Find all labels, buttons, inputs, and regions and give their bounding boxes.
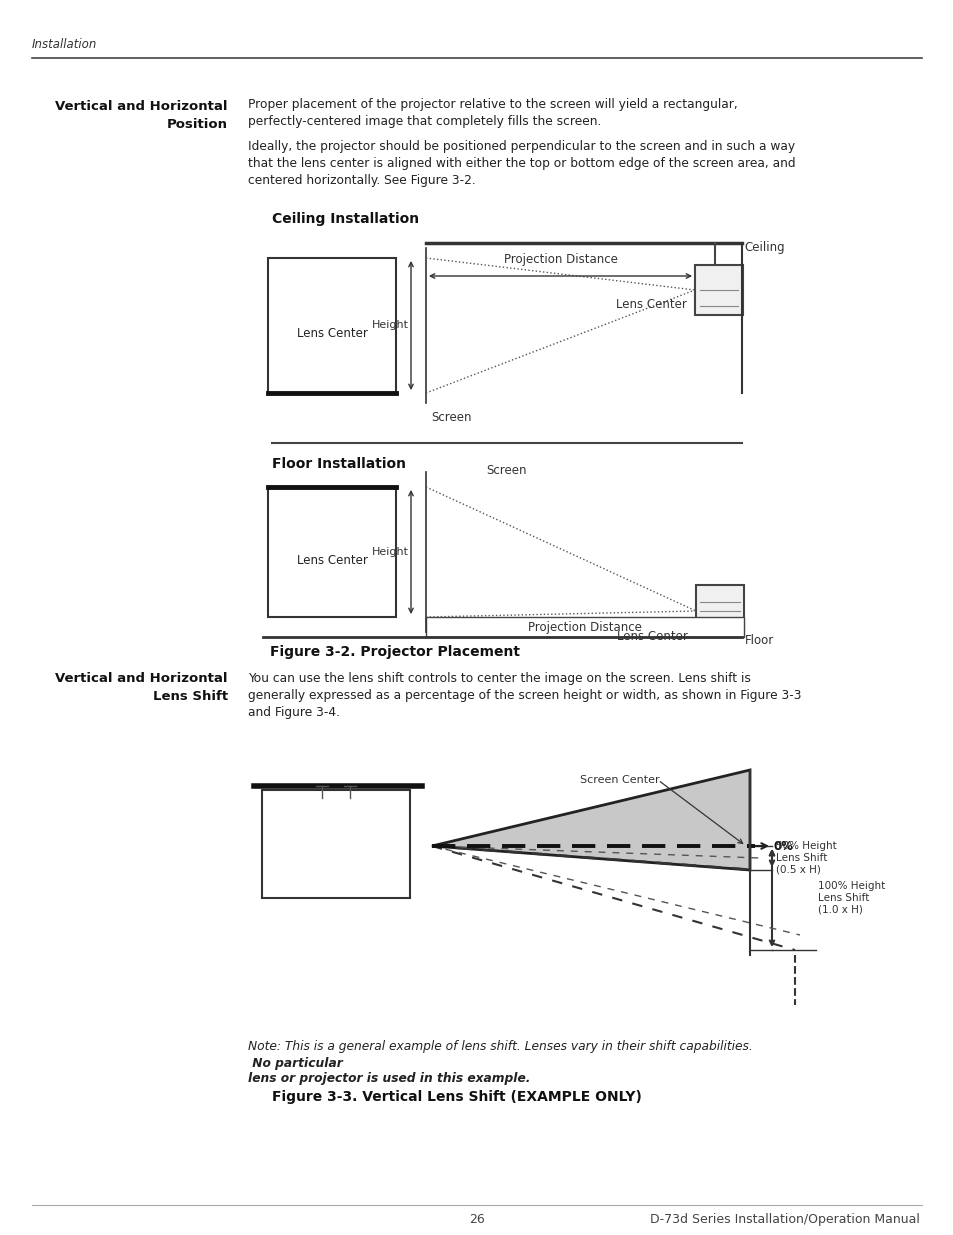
Text: Floor Installation: Floor Installation [272, 457, 406, 471]
Bar [426, 618, 743, 637]
Text: No particular
lens or projector is used in this example.: No particular lens or projector is used … [248, 1057, 530, 1086]
Text: Ceiling Installation: Ceiling Installation [272, 212, 418, 226]
Text: Installation: Installation [32, 38, 97, 51]
Text: Ideally, the projector should be positioned perpendicular to the screen and in s: Ideally, the projector should be positio… [248, 140, 795, 186]
Text: Figure 3-2. Projector Placement: Figure 3-2. Projector Placement [270, 645, 519, 659]
Text: Projection Distance: Projection Distance [528, 620, 641, 634]
Text: Projection Distance: Projection Distance [503, 253, 617, 266]
Bar [696, 585, 743, 637]
Text: Vertical and Horizontal: Vertical and Horizontal [55, 672, 228, 685]
Text: Lens Shift: Lens Shift [152, 690, 228, 703]
Text: Lens Center: Lens Center [616, 299, 686, 311]
Text: Floor: Floor [744, 634, 774, 646]
Text: Height: Height [372, 547, 409, 557]
Text: Lens Center: Lens Center [296, 553, 367, 567]
Text: You can use the lens shift controls to center the image on the screen. Lens shif: You can use the lens shift controls to c… [248, 672, 801, 719]
Bar [268, 258, 395, 393]
Bar [262, 790, 410, 898]
Text: Figure 3-3. Vertical Lens Shift (EXAMPLE ONLY): Figure 3-3. Vertical Lens Shift (EXAMPLE… [272, 1091, 641, 1104]
Text: Screen: Screen [485, 464, 526, 477]
Bar [268, 487, 395, 618]
Text: Note: This is a general example of lens shift. Lenses vary in their shift capabi: Note: This is a general example of lens … [248, 1040, 752, 1053]
Text: 26: 26 [469, 1213, 484, 1226]
Bar [695, 266, 742, 315]
Text: Proper placement of the projector relative to the screen will yield a rectangula: Proper placement of the projector relati… [248, 98, 737, 128]
Text: Lens Center: Lens Center [296, 327, 367, 340]
Polygon shape [432, 769, 749, 869]
Text: Screen Center: Screen Center [579, 776, 659, 785]
Text: Ceiling: Ceiling [743, 241, 783, 253]
Text: Height: Height [372, 321, 409, 331]
Text: Position: Position [167, 119, 228, 131]
Text: 100% Height
Lens Shift
(1.0 x H): 100% Height Lens Shift (1.0 x H) [817, 882, 884, 915]
Text: Lens Center: Lens Center [617, 630, 687, 642]
Text: Vertical and Horizontal: Vertical and Horizontal [55, 100, 228, 112]
Text: 50% Height
Lens Shift
(0.5 x H): 50% Height Lens Shift (0.5 x H) [775, 841, 836, 874]
Text: 0%: 0% [773, 840, 793, 852]
Text: D-73d Series Installation/Operation Manual: D-73d Series Installation/Operation Manu… [649, 1213, 919, 1226]
Text: Screen: Screen [431, 411, 471, 424]
